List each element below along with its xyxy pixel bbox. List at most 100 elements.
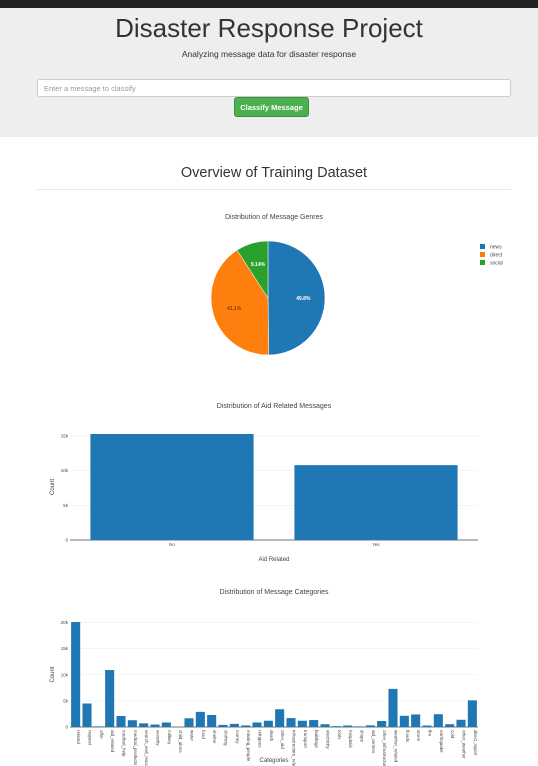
chart-title: Distribution of Aid Related Messages <box>217 403 332 410</box>
x-tick-label: weather_related <box>394 730 399 763</box>
bar-military <box>161 722 171 727</box>
bar-clothing <box>218 724 228 727</box>
page-title: Disaster Response Project <box>115 13 423 43</box>
x-tick-label: infrastructure_related <box>292 730 297 766</box>
pie-slice-direct <box>210 249 270 356</box>
y-axis-title: Count <box>50 479 56 495</box>
bar-infrastructure_related <box>286 718 296 727</box>
x-tick-label: direct_report <box>473 730 478 756</box>
message-input[interactable] <box>37 79 511 97</box>
x-tick-label: search_and_rescue <box>144 730 149 766</box>
legend-label: social <box>490 261 503 267</box>
bar-Yes <box>294 465 458 540</box>
legend-label: news <box>490 245 502 251</box>
bar-medical_help <box>116 716 126 727</box>
bar-shelter <box>207 714 217 727</box>
bar-shops <box>354 726 364 727</box>
y-tick-label: 10k <box>61 672 69 677</box>
bar-transport <box>297 720 307 727</box>
bar-earthquake <box>433 714 443 727</box>
bar-storm <box>411 714 421 727</box>
x-tick-label: water <box>190 730 195 742</box>
x-tick-label: missing_people <box>246 730 251 762</box>
y-tick-label: 0 <box>65 538 68 543</box>
y-axis-title: Count <box>50 666 56 682</box>
x-tick-label: buildings <box>314 730 319 749</box>
x-tick-label: request <box>88 730 93 746</box>
x-axis-title: Categories <box>259 758 288 764</box>
bar-request <box>82 703 92 727</box>
x-tick-label: hospitals <box>348 730 353 749</box>
bar-other_weather <box>456 719 466 727</box>
x-tick-label: earthquake <box>439 730 444 753</box>
x-tick-label: medical_products <box>133 730 138 766</box>
page-subtitle: Analyzing message data for disaster resp… <box>181 49 357 59</box>
x-tick-label: cold <box>450 730 455 739</box>
x-tick-label: security <box>156 730 161 746</box>
legend-label: direct <box>490 253 503 259</box>
top-navbar <box>0 0 538 8</box>
x-tick-label: shelter <box>212 730 217 744</box>
x-tick-label: other_aid <box>280 730 285 749</box>
y-tick-label: 10k <box>61 468 69 473</box>
legend-swatch-news <box>480 244 485 249</box>
y-tick-label: 5k <box>63 503 69 508</box>
chart-title: Distribution of Message Categories <box>220 589 329 596</box>
x-tick-label: military <box>167 730 172 745</box>
x-tick-label: food <box>201 730 206 739</box>
bar-aid_related <box>105 670 115 727</box>
bar-related <box>71 622 81 727</box>
pie-slice-news <box>267 240 326 356</box>
pie-slice-label: 9.14% <box>251 262 266 268</box>
bar-buildings <box>309 720 319 727</box>
y-tick-label: 15k <box>61 646 69 651</box>
y-tick-label: 20k <box>61 620 69 625</box>
pie-slice-label: 41.1% <box>227 306 242 312</box>
bar-floods <box>399 715 409 727</box>
bar-security <box>150 724 160 727</box>
bar-weather_related <box>388 688 398 727</box>
x-tick-label: aid_centers <box>371 730 376 754</box>
aid-related-bar-chart: Distribution of Aid Related Messages 0 5k 1… <box>50 403 478 563</box>
x-tick-label: shops <box>360 730 365 743</box>
bar-other_infrastructure <box>377 720 387 727</box>
x-tick-label: aid_related <box>110 730 115 753</box>
legend-swatch-direct <box>480 252 485 257</box>
x-tick-label: transport <box>303 730 308 749</box>
x-tick-label: money <box>235 730 240 744</box>
bar-water <box>184 718 194 727</box>
bar-hospitals <box>343 725 353 727</box>
bar-direct_report <box>467 700 477 727</box>
section-divider <box>37 189 511 190</box>
legend-swatch-social <box>480 260 485 265</box>
bar-tools <box>331 726 341 727</box>
x-tick-label: tools <box>337 730 342 740</box>
x-tick-label: child_alone <box>178 730 183 753</box>
x-tick-label: clothing <box>224 730 229 746</box>
bar-cold <box>445 724 455 727</box>
classify-message-button[interactable]: Classify Message <box>234 97 309 117</box>
x-tick-label: No <box>169 542 175 547</box>
bar-medical_products <box>127 720 137 727</box>
bar-other_aid <box>275 709 285 727</box>
x-tick-label: storm <box>416 730 421 742</box>
x-tick-label: related <box>76 730 81 744</box>
category-bar-chart: Distribution of Message Categories 0 5k 10k… <box>50 589 478 766</box>
bar-money <box>229 723 239 727</box>
bar-electricity <box>320 724 330 727</box>
bar-fire <box>422 725 432 727</box>
genre-pie-chart: Distribution of Message Genres 49.8% 41.1%… <box>210 214 503 356</box>
x-tick-label: other_weather <box>462 730 467 759</box>
section-title: Overview of Training Dataset <box>180 165 368 181</box>
pie-slice-social <box>236 240 269 299</box>
x-tick-label: offer <box>99 730 104 739</box>
bar-death <box>263 720 273 727</box>
bar-offer <box>93 726 103 727</box>
bar-refugees <box>252 722 262 727</box>
bar-search_and_rescue <box>139 723 149 727</box>
x-tick-label: death <box>269 730 274 742</box>
bar-No <box>90 434 254 540</box>
x-tick-label: refugees <box>258 730 263 748</box>
x-tick-label: other_infrastructure <box>382 730 387 766</box>
x-axis-title: Aid Related <box>258 557 289 563</box>
